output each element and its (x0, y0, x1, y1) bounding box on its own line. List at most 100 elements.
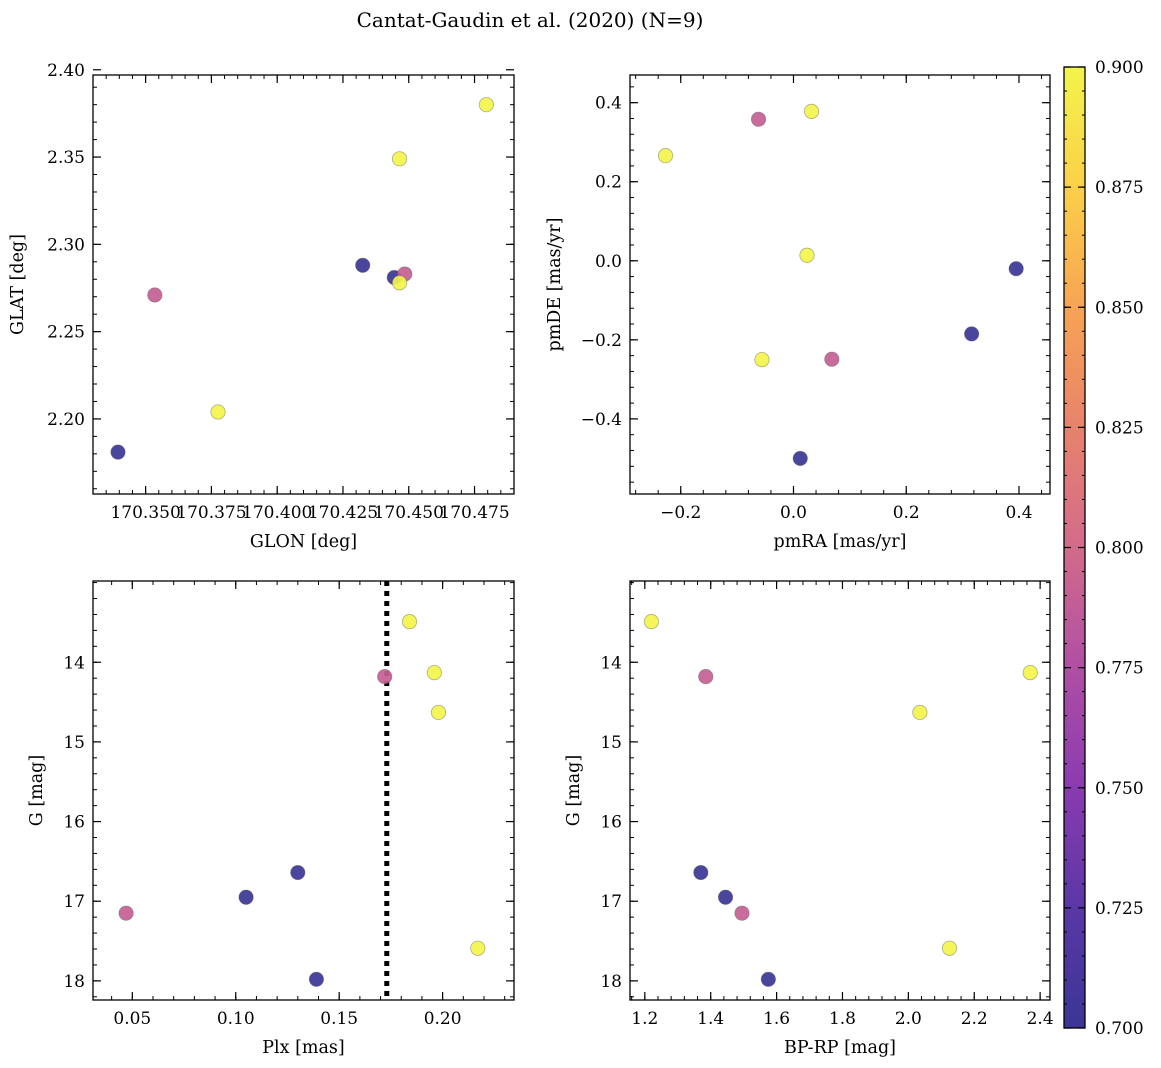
y-tick-label: 0.2 (595, 173, 622, 193)
minor-ticks (92, 75, 514, 494)
colorbar-tick-label: 0.800 (1095, 539, 1144, 559)
x-tick-label: 170.375 (176, 503, 246, 523)
data-point (657, 148, 674, 164)
x-tick-label: 1.8 (829, 1009, 856, 1029)
data-point (803, 103, 820, 119)
y-tick-label: 16 (63, 813, 85, 833)
colorbar-tick-label: 0.875 (1095, 178, 1144, 198)
x-tick-label: 170.400 (242, 503, 312, 523)
x-tick-label: 1.4 (697, 1009, 724, 1029)
x-axis-label: GLON [deg] (250, 532, 357, 552)
colorbar-tick-label: 0.900 (1095, 58, 1144, 78)
y-tick-label: 0.0 (595, 252, 622, 272)
y-tick-label: −0.4 (581, 410, 622, 430)
data-point (750, 111, 767, 127)
data-point (693, 864, 709, 881)
data-point (238, 889, 254, 905)
x-tick-label: −0.2 (660, 503, 701, 523)
data-point (470, 940, 486, 956)
x-tick-label: 170.475 (439, 503, 509, 523)
data-point (377, 668, 393, 685)
x-tick-label: 170.425 (308, 503, 378, 523)
figure-title: Cantat-Gaudin et al. (2020) (N=9) (357, 8, 704, 32)
data-point (478, 97, 494, 113)
x-tick-label: 0.2 (893, 503, 920, 523)
minor-ticks (630, 75, 1050, 494)
subplot-bprp-g: 1.2 1.4 1.6 1.8 2.0 2.2 2.4 14 15 16 17 18 BP-RP [ma… (564, 580, 1054, 1058)
x-tick-label: 0.15 (320, 1009, 358, 1029)
data-point (754, 352, 770, 368)
data-point (824, 351, 840, 367)
data-point (964, 326, 980, 342)
data-point (391, 275, 408, 291)
data-point (355, 257, 371, 273)
x-axis-label: pmRA [mas/yr] (774, 532, 907, 552)
subplots: 170.350170.375170.400170.425170.450170.4… (8, 61, 1054, 1058)
y-tick-label: 2.35 (47, 148, 85, 168)
x-tick-label: 0.20 (424, 1009, 462, 1029)
y-tick-label: 2.30 (47, 235, 85, 255)
data-point (308, 971, 325, 987)
data-point (426, 665, 442, 681)
y-tick-label: 16 (600, 813, 622, 833)
data-point (698, 668, 714, 685)
y-tick-label: 15 (600, 733, 622, 753)
y-tick-label: 14 (63, 653, 85, 673)
x-tick-label: 170.450 (374, 503, 444, 523)
x-axis-label: BP-RP [mag] (784, 1038, 896, 1058)
axes-frame (92, 74, 515, 495)
x-tick-label: 0.0 (780, 503, 807, 523)
colorbar-tick-label: 0.850 (1095, 298, 1144, 318)
colorbar-tick-label: 0.775 (1095, 659, 1144, 679)
y-tick-label: 14 (600, 653, 622, 673)
data-point (799, 247, 815, 263)
subplot-plx-g: 0.05 0.10 0.15 0.20 14 15 16 17 18 Plx [mas] G [ma… (27, 580, 515, 1058)
y-tick-label: 2.20 (47, 410, 85, 430)
axes-frame (629, 580, 1051, 1001)
colorbar-tick-label: 0.700 (1095, 1019, 1144, 1039)
y-axis-label: pmDE [mas/yr] (545, 218, 565, 352)
y-tick-label: 18 (63, 972, 85, 992)
y-axis-label: GLAT [deg] (8, 234, 28, 335)
data-point (760, 971, 776, 987)
y-tick-label: 18 (600, 972, 622, 992)
y-axis-label: G [mag] (564, 755, 584, 826)
colorbar-tick-label: 0.825 (1095, 418, 1144, 438)
y-tick-label: 17 (63, 892, 85, 912)
minor-ticks (630, 581, 1050, 1000)
data-point (792, 450, 808, 467)
x-tick-label: 2.0 (895, 1009, 922, 1029)
data-point (1008, 261, 1024, 277)
data-point (734, 905, 750, 921)
data-point (643, 614, 660, 630)
data-point (110, 444, 126, 460)
x-tick-label: 2.4 (1027, 1009, 1054, 1029)
data-point (717, 889, 734, 905)
x-axis-label: Plx [mas] (262, 1038, 344, 1058)
y-tick-label: 2.40 (47, 61, 85, 81)
axes-frame (629, 74, 1051, 495)
subplot-glon-glat: 170.350170.375170.400170.425170.450170.4… (8, 61, 515, 552)
colorbar: 0.700 0.725 0.750 0.775 0.800 0.825 0.850 0.875… (1063, 58, 1144, 1039)
data-point (118, 905, 134, 921)
y-tick-label: 2.25 (47, 323, 85, 343)
data-point (210, 404, 226, 420)
data-point (912, 704, 928, 721)
y-axis-label: G [mag] (27, 755, 47, 826)
colorbar-tick-label: 0.725 (1095, 899, 1144, 919)
x-tick-label: 0.10 (217, 1009, 255, 1029)
y-tick-label: −0.2 (581, 331, 622, 351)
data-point (147, 287, 163, 303)
minor-ticks (93, 581, 514, 1000)
x-tick-label: 1.6 (763, 1009, 790, 1029)
x-tick-label: 2.2 (961, 1009, 988, 1029)
y-tick-label: 0.4 (595, 94, 622, 114)
subplot-pmra-pmde: −0.2 0.0 0.2 0.4 −0.4 −0.2 0.0 0.2 0.4 pmRA [mas/… (545, 74, 1051, 552)
data-point (430, 704, 447, 721)
x-tick-label: 0.05 (113, 1009, 151, 1029)
x-tick-label: 170.350 (110, 503, 180, 523)
axes-frame (92, 580, 515, 1001)
y-tick-label: 17 (600, 892, 622, 912)
data-point (941, 940, 958, 956)
